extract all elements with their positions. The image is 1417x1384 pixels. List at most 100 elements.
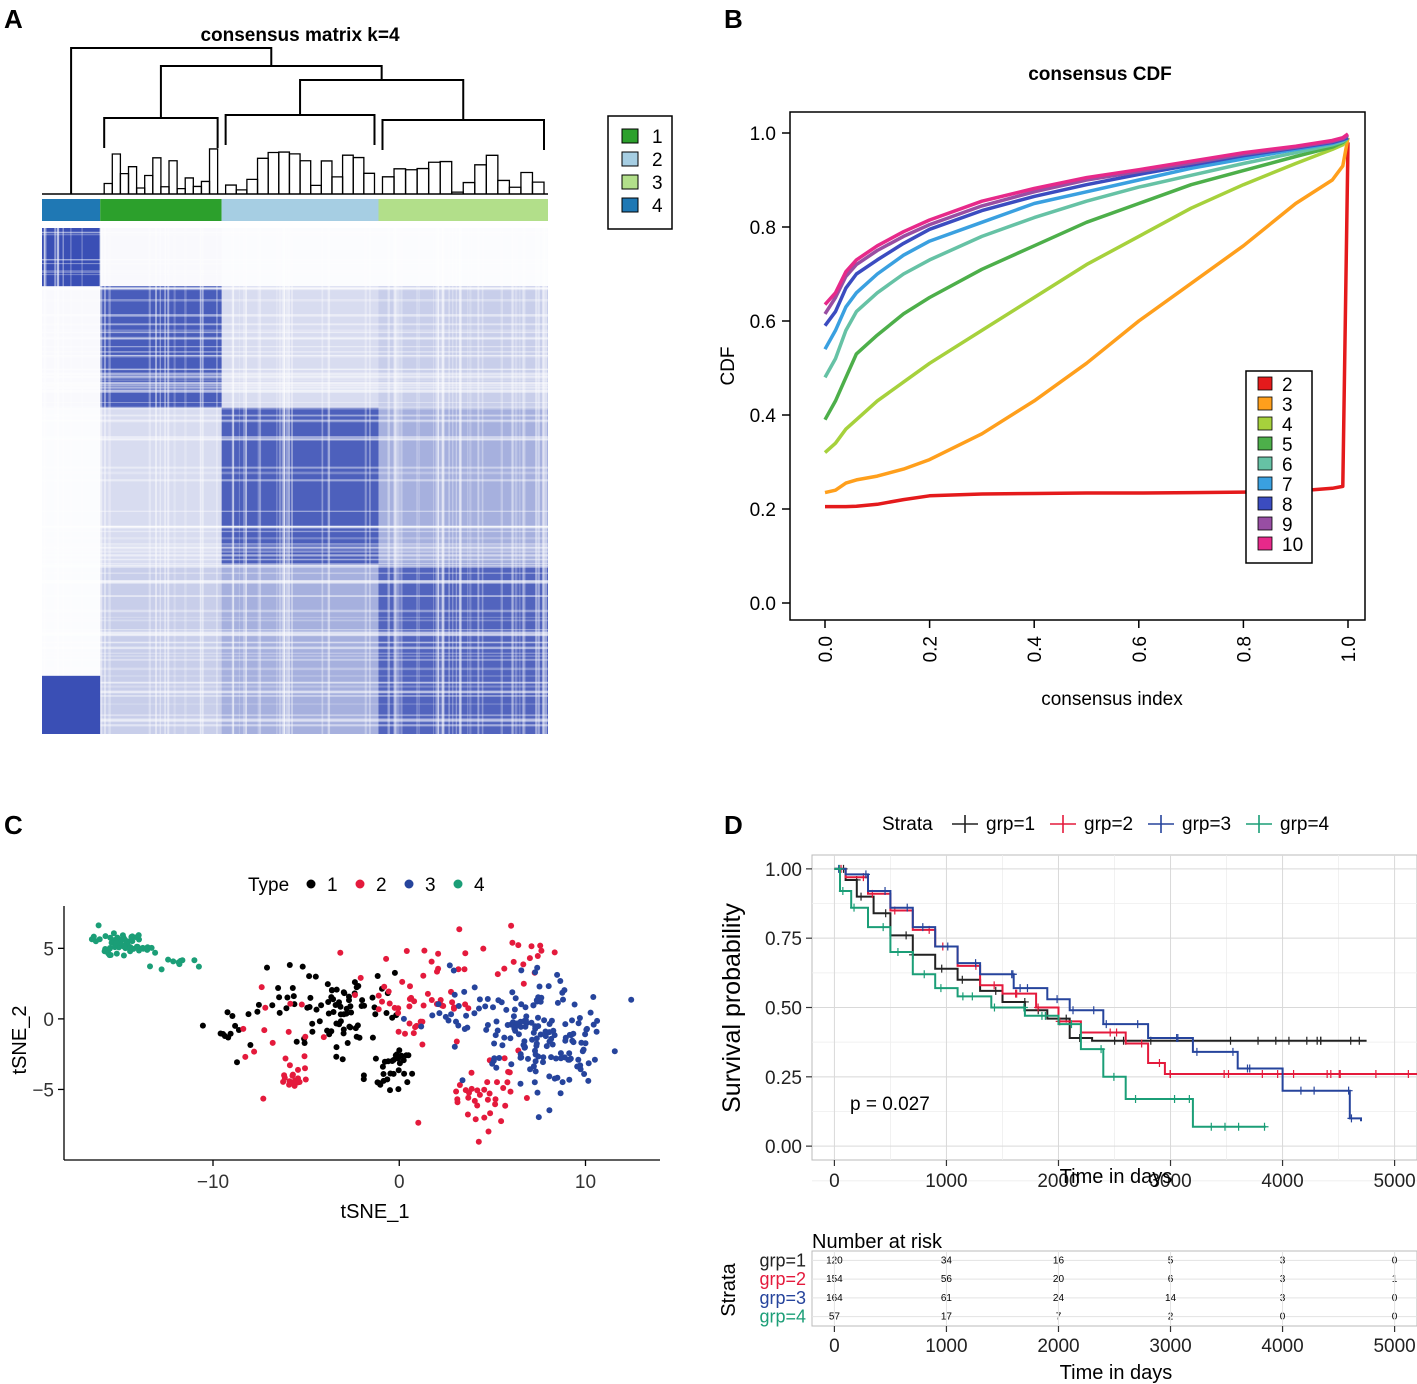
tsne-point-type-3 (560, 996, 566, 1003)
tsne-point-type-3 (628, 996, 635, 1003)
km-censor-mark-grp=3 (1173, 1034, 1182, 1042)
dendrogram-leaf-branch (111, 153, 122, 194)
tsne-point-type-2 (352, 992, 358, 998)
km-censor-mark-grp=4 (990, 1003, 999, 1012)
tsne-point-type-2 (456, 1082, 463, 1088)
tsne-point-type-4 (110, 930, 117, 937)
tsne-point-type-1 (318, 1002, 325, 1009)
dendrogram-branch (70, 47, 273, 194)
tsne-point-type-2 (296, 1079, 303, 1085)
tsne-point-type-3 (587, 1009, 594, 1016)
risk-table-area (811, 1250, 1417, 1327)
tsne-point-type-2 (492, 1101, 499, 1108)
risk-row-label-grp=2: grp=2 (759, 1269, 806, 1289)
heatmap-legend-swatch-2 (621, 151, 639, 167)
cdf-xtick-label: 0.0 (816, 636, 837, 662)
tsne-point-type-2 (520, 961, 527, 968)
tsne-point-type-2 (301, 1053, 308, 1060)
dendrogram-leaf-branch (256, 157, 269, 194)
tsne-point-type-1 (395, 1086, 402, 1093)
tsne-point-type-2 (504, 1079, 511, 1086)
tsne-point-type-2 (337, 949, 344, 956)
tsne-point-type-2 (440, 1003, 447, 1009)
tsne-point-type-2 (455, 966, 462, 973)
km-legend-label-grp=4: grp=4 (1280, 814, 1330, 835)
cdf-title: consensus CDF (1028, 64, 1172, 85)
km-censor-mark-grp=4 (835, 864, 844, 873)
tsne-point-type-2 (286, 1081, 293, 1088)
tsne-point-type-3 (464, 1024, 471, 1031)
cdf-plot-frame (789, 111, 1366, 621)
tsne-point-type-2 (453, 1038, 460, 1045)
dendrogram-leaf-branch (497, 179, 511, 194)
km-censor-mark-grp=4 (920, 970, 929, 979)
tsne-point-type-2 (406, 1003, 413, 1010)
tsne-point-type-2 (302, 1076, 309, 1083)
tsne-point-type-2 (500, 1085, 507, 1091)
km-censor-mark-grp=1 (902, 931, 911, 940)
dendrogram-leaf-branch (427, 161, 441, 194)
tsne-point-type-1 (379, 1063, 386, 1070)
tsne-point-type-3 (590, 994, 597, 1000)
km-censor-mark-grp=1 (991, 986, 1000, 995)
km-censor-mark-grp=2 (1371, 1070, 1380, 1079)
tsne-point-type-2 (395, 1005, 402, 1012)
km-censor-mark-grp=4 (1131, 1095, 1140, 1103)
tsne-point-type-1 (395, 1067, 402, 1074)
tsne-point-type-2 (461, 966, 468, 973)
cdf-line-k3 (824, 137, 1350, 495)
tsne-point-type-2 (471, 1097, 478, 1104)
tsne-point-type-3 (581, 1071, 588, 1077)
tsne-point-type-3 (471, 984, 478, 991)
tsne-point-type-2 (551, 949, 558, 956)
tsne-point-type-3 (582, 1031, 589, 1038)
cdf-legend-label-10: 10 (1282, 535, 1303, 556)
tsne-point-type-3 (546, 1073, 553, 1080)
tsne-point-type-1 (247, 1042, 254, 1048)
tsne-point-type-1 (220, 1031, 226, 1037)
tsne-point-type-1 (401, 1070, 408, 1077)
tsne-point-type-3 (559, 989, 566, 996)
tsne-point-type-2 (428, 997, 435, 1003)
annotation-bar-cluster-4 (42, 199, 101, 221)
km-xtick-label: 3000 (1149, 1171, 1191, 1192)
tsne-point-type-1 (325, 1010, 332, 1017)
dendrogram-leaf-branch (176, 187, 186, 194)
dendrogram-leaf-branch (508, 186, 522, 194)
tsne-point-type-3 (496, 1055, 503, 1061)
km-censor-mark-grp=3 (1023, 984, 1032, 993)
km-xlabel: Time in days (1060, 1166, 1173, 1188)
dendrogram-leaf-branch (474, 164, 487, 194)
tsne-point-type-1 (309, 1028, 316, 1035)
dendrogram-branch (381, 119, 545, 150)
cdf-legend-swatch-10 (1257, 536, 1273, 551)
tsne-legend-label-2: 2 (376, 875, 387, 896)
tsne-point-type-1 (299, 963, 306, 970)
dendrogram-leaf-branch (363, 172, 376, 194)
tsne-point-type-3 (455, 1003, 462, 1009)
tsne-point-type-1 (359, 997, 366, 1004)
km-censor-mark-grp=3 (1243, 1064, 1252, 1073)
tsne-point-type-2 (481, 1086, 488, 1093)
km-censor-mark-grp=1 (1355, 1036, 1364, 1045)
tsne-point-type-4 (144, 944, 151, 951)
tsne-point-type-2 (526, 955, 533, 962)
tsne-point-type-3 (453, 1018, 459, 1025)
tsne-point-type-3 (594, 1017, 601, 1024)
km-ytick-label: 0.75 (765, 929, 802, 950)
dendrogram-branch (159, 65, 383, 118)
cdf-legend-swatch-2 (1257, 376, 1273, 391)
tsne-point-type-2 (295, 1066, 301, 1073)
tsne-point-type-3 (518, 1001, 525, 1008)
tsne-point-type-2 (509, 939, 516, 946)
cdf-legend-label-3: 3 (1282, 395, 1293, 416)
tsne-point-type-3 (543, 1043, 550, 1050)
cdf-legend-swatch-7 (1257, 476, 1273, 491)
tsne-point-type-3 (490, 1057, 497, 1064)
tsne-point-type-3 (435, 1001, 442, 1008)
tsne-point-type-1 (284, 994, 291, 1001)
km-legend-label-grp=2: grp=2 (1084, 814, 1133, 835)
tsne-point-type-3 (546, 1021, 553, 1027)
km-xtick-label: 2000 (1037, 1171, 1079, 1192)
